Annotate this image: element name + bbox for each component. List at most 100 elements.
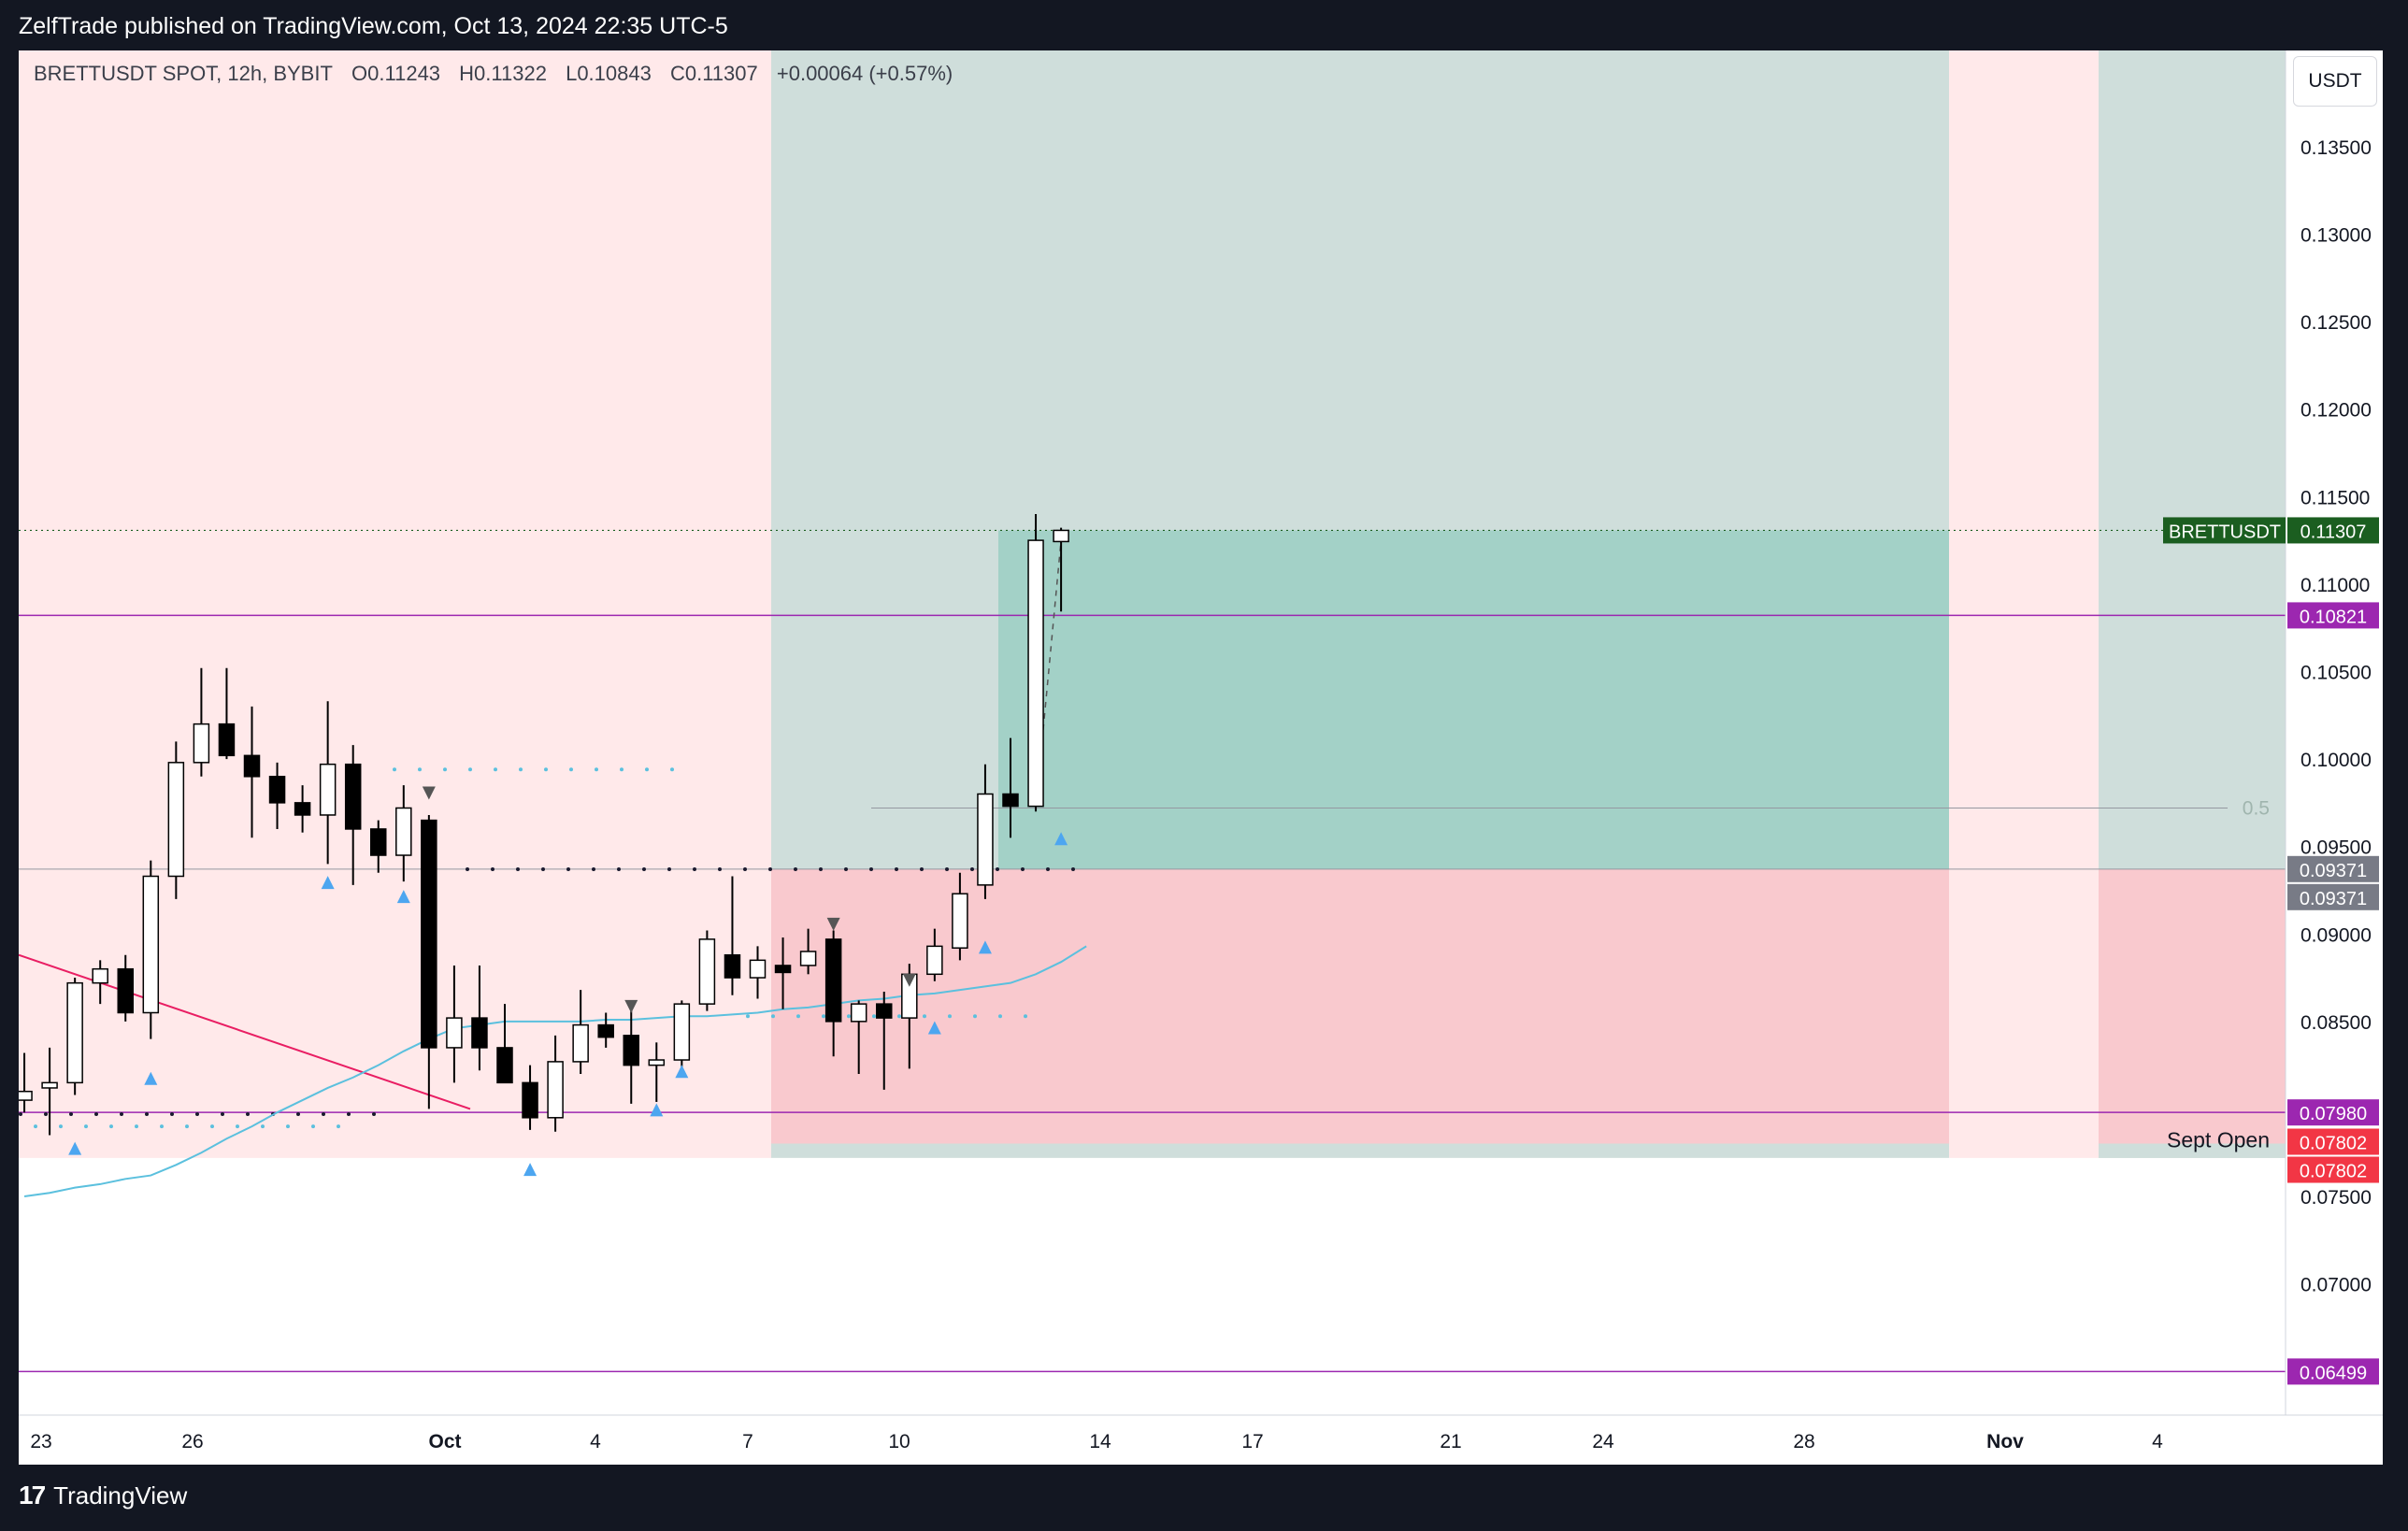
dot-marker [998,1014,1002,1019]
pink-zone-mid [1949,50,2099,1158]
buy-marker-icon [523,1163,538,1177]
dot-marker [595,767,598,772]
price-axis-bg [2286,50,2383,1465]
time-tick-label: 26 [181,1431,203,1452]
legend-low: L0.10843 [566,62,652,85]
candle [92,967,108,984]
signal-markers [68,786,1068,1177]
time-tick-label: 10 [888,1431,910,1452]
candle [268,776,286,804]
candle [142,875,160,1014]
time-tick-label: Oct [428,1431,461,1452]
dot-marker [920,867,924,871]
candle [167,762,185,878]
price-tick-label: 0.10500 [2300,662,2372,683]
currency-button[interactable]: USDT [2293,56,2377,107]
symbol-legend: BRETTUSDT SPOT, 12h, BYBIT O0.11243 H0.1… [34,62,966,86]
dot-marker [667,867,671,871]
price-label-value: 0.09371 [2300,889,2367,909]
dot-marker [844,867,848,871]
dot-marker [491,867,494,871]
candle [749,959,767,979]
dot-marker [895,867,898,871]
time-tick-label: 4 [2152,1431,2163,1452]
candle [446,1017,463,1049]
dot-marker [1021,867,1025,871]
price-label-tag [2287,517,2379,544]
candle [547,1061,564,1119]
candle [66,981,83,1084]
candle [471,1017,488,1049]
dot-marker [771,1014,775,1019]
candle [572,1023,589,1063]
buy-marker-icon [675,1065,689,1079]
price-tick-label: 0.07500 [2300,1187,2372,1209]
background-zones [19,50,2286,1158]
dot-marker [120,1112,123,1117]
legend-open: O0.11243 [351,62,441,85]
dot-marker [286,1124,290,1129]
legend-symbol[interactable]: BRETTUSDT SPOT, 12h, BYBIT [34,62,333,85]
time-tick-label: 24 [1592,1431,1614,1452]
candle [19,1090,33,1101]
price-tick-label: 0.08500 [2300,1012,2372,1034]
dot-marker [923,1014,926,1019]
dot-marker [872,1014,876,1019]
sell-marker-icon [624,999,638,1013]
dot-marker [494,767,497,772]
legend-close: C0.11307 [669,62,758,85]
price-tick-label: 0.11000 [2300,575,2370,596]
dot-marker [642,867,646,871]
time-tick-label: 4 [590,1431,601,1452]
brand-name: TradingView [53,1481,188,1510]
price-label-tag [2287,1358,2379,1385]
candle [294,802,311,816]
dot-marker [185,1124,189,1129]
dot-marker [347,1112,351,1117]
candle [117,967,134,1014]
time-tick-label: 7 [742,1431,753,1452]
price-tick-label: 0.13500 [2300,137,2372,159]
dot-marker [592,867,595,871]
price-label-value: 0.07802 [2300,1161,2367,1181]
dot-marker [670,767,674,772]
legend-high: H0.11322 [459,62,547,85]
price-label-value: 0.11307 [2300,522,2367,542]
dot-marker [869,867,873,871]
candle [319,763,337,816]
candle [193,723,210,764]
dot-marker [768,867,772,871]
time-tick-label: 14 [1089,1431,1111,1452]
dot-marker [566,867,570,871]
tradingview-logo[interactable]: 17 TradingView [19,1481,187,1510]
dot-marker [236,1124,239,1129]
dot-marker [443,767,447,772]
price-label-tag [2287,1099,2379,1126]
take-profit-box [998,530,1949,869]
dot-marker [59,1124,63,1129]
price-tick-label: 0.12500 [2300,312,2372,334]
candle [698,938,716,1005]
dot-marker [135,1124,138,1129]
buy-marker-icon [68,1141,82,1155]
candle [421,819,437,1049]
price-label-value: 0.06499 [2300,1363,2367,1383]
axes: 0.13500 0.13000 0.12500 0.12000 0.11500 0.110… [19,50,2383,1465]
dot-marker [996,867,999,871]
candle [243,754,261,778]
buy-marker-icon [650,1103,664,1117]
dot-marker [1024,1014,1027,1019]
buy-marker-icon [396,890,410,904]
price-label-tag [2287,1128,2379,1155]
chart-canvas[interactable]: 0.5 0.135000.130000.125000.120000.115000… [19,50,2383,1465]
stop-loss-box-right [2099,868,2286,1144]
dot-marker [847,1014,851,1019]
candle [1053,529,1069,543]
dot-marker [44,1112,48,1117]
candles [19,514,1069,1136]
dot-marker [221,1112,224,1117]
price-tick-label: 0.09000 [2300,924,2372,946]
candle [850,1003,867,1023]
candle [1002,793,1019,808]
dot-marker [746,1014,750,1019]
